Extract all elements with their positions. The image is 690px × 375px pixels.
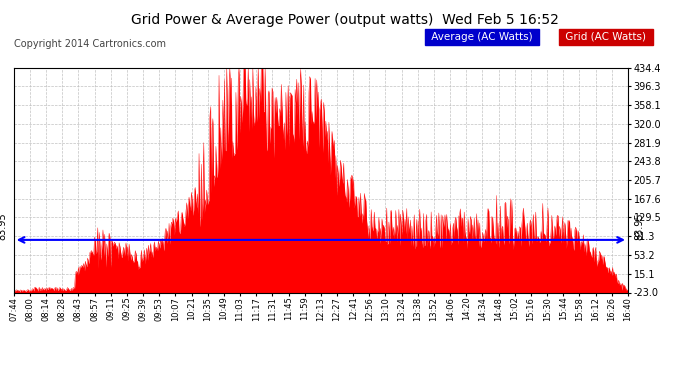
Text: 83.95: 83.95 <box>0 212 8 240</box>
Text: Average (AC Watts): Average (AC Watts) <box>428 32 535 42</box>
Text: 83.95: 83.95 <box>634 212 644 240</box>
Text: Copyright 2014 Cartronics.com: Copyright 2014 Cartronics.com <box>14 39 166 50</box>
Text: Grid (AC Watts): Grid (AC Watts) <box>562 32 649 42</box>
Text: Grid Power & Average Power (output watts)  Wed Feb 5 16:52: Grid Power & Average Power (output watts… <box>131 13 559 27</box>
